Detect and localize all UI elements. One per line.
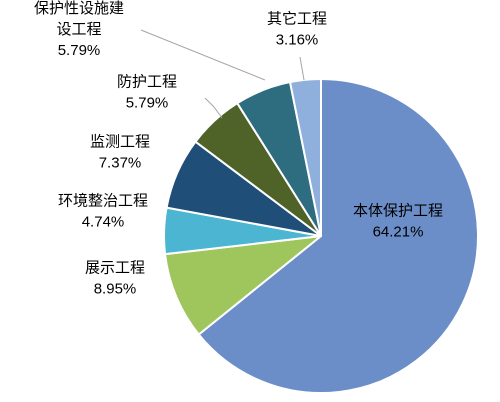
slice-category-label: 防护工程 <box>117 74 177 91</box>
pie-slice-exhibition <box>164 235 322 336</box>
slice-label-other: 其它工程 3.16% <box>267 10 327 49</box>
slice-category-label: 设工程 <box>56 21 101 38</box>
leader-line-other <box>299 56 305 81</box>
leader-line-protective-facility <box>140 29 266 81</box>
slice-label-environment-improvement: 环境整治工程 4.74% <box>58 192 148 231</box>
slice-label-protection: 防护工程 5.79% <box>117 74 177 112</box>
slice-category-label: 监测工程 <box>90 134 150 151</box>
slice-labels: 本体保护工程 64.21% 展示工程 8.95% 环境整治工程 4.74% 监测工程 7.37… <box>34 0 443 298</box>
slice-value-label: 8.95% <box>94 281 137 298</box>
slice-value-label: 5.79% <box>58 42 101 59</box>
slice-value-label: 4.74% <box>82 214 125 231</box>
leader-lines <box>140 29 305 119</box>
slice-category-label: 保护性设施建 <box>34 0 124 17</box>
slice-category-label: 环境整治工程 <box>58 192 148 210</box>
pie-slice-main-body-protection <box>197 78 479 394</box>
slice-label-protective-facility: 保护性设施建设工程 5.79% <box>34 0 124 59</box>
pie-slices <box>163 78 479 394</box>
slice-label-exhibition: 展示工程 8.95% <box>85 260 145 298</box>
leader-line-protection <box>204 97 223 119</box>
slice-category-label: 本体保护工程 <box>353 203 443 220</box>
slice-label-monitoring: 监测工程 7.37% <box>90 134 150 172</box>
slice-value-label: 3.16% <box>276 32 319 49</box>
slice-value-label: 5.79% <box>126 95 169 112</box>
slice-category-label: 其它工程 <box>267 10 327 28</box>
pie-slice-other <box>289 78 322 237</box>
slice-value-label: 64.21% <box>373 224 424 241</box>
slice-label-main-body-protection: 本体保护工程 64.21% <box>353 203 443 241</box>
slice-value-label: 7.37% <box>99 155 142 172</box>
slice-category-label: 展示工程 <box>85 260 145 277</box>
